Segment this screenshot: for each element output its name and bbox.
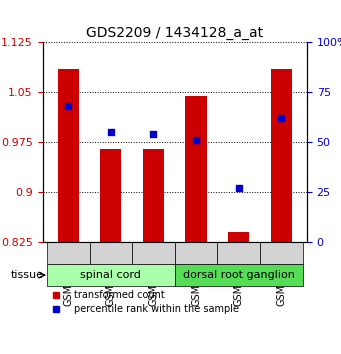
FancyBboxPatch shape — [90, 242, 132, 264]
FancyBboxPatch shape — [175, 264, 303, 286]
Title: GDS2209 / 1434128_a_at: GDS2209 / 1434128_a_at — [86, 26, 263, 40]
Point — [193, 138, 199, 143]
FancyBboxPatch shape — [47, 242, 90, 264]
Bar — [186, 96, 207, 242]
Text: transformed count: transformed count — [74, 290, 165, 300]
Point — [65, 104, 71, 109]
Bar — [143, 149, 164, 242]
Text: percentile rank within the sample: percentile rank within the sample — [74, 304, 239, 314]
FancyBboxPatch shape — [132, 242, 175, 264]
Text: tissue: tissue — [11, 270, 43, 280]
Point — [108, 130, 114, 135]
Bar — [58, 69, 79, 242]
Text: dorsal root ganglion: dorsal root ganglion — [183, 270, 295, 280]
FancyBboxPatch shape — [175, 242, 218, 264]
Point — [236, 185, 241, 191]
FancyBboxPatch shape — [47, 264, 175, 286]
Bar — [228, 232, 249, 242]
Point — [151, 132, 156, 137]
Point — [279, 116, 284, 121]
FancyBboxPatch shape — [260, 242, 303, 264]
Text: spinal cord: spinal cord — [80, 270, 141, 280]
Bar — [271, 69, 292, 242]
Bar — [100, 149, 121, 242]
FancyBboxPatch shape — [218, 242, 260, 264]
